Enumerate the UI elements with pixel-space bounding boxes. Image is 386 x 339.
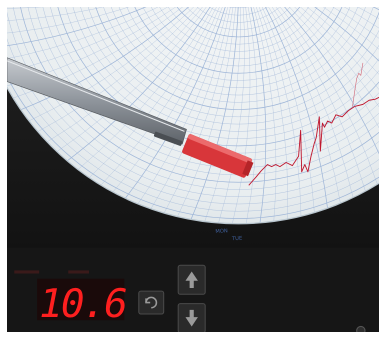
pen-tip [182,134,254,178]
grid-spoke [218,7,245,224]
grid-spoke [100,7,224,186]
grid-ring [14,7,379,183]
grid-ring [7,7,379,219]
grid-spoke [257,7,315,213]
grid-ring [131,7,346,67]
led-display [37,278,125,321]
grid-spoke [274,7,379,131]
grid-ring [58,7,379,139]
grid-spoke [267,7,379,177]
grid-spoke [77,7,220,170]
grid-ring [153,7,324,45]
grid-ring [7,7,379,190]
grid-spoke [204,7,241,222]
arrow-up-icon [185,271,198,289]
grid-ring [160,7,317,38]
grid-spoke [248,7,267,223]
grid-spoke [124,7,228,199]
grid-ring [174,7,302,23]
grid-ring [138,7,339,59]
grid-ring [44,7,379,154]
grid-spoke [28,7,211,122]
grid-spoke [7,7,203,49]
grid-spoke [112,7,226,193]
grid-ring [95,7,379,103]
grid-spoke [251,7,277,222]
grid-spoke [150,7,233,209]
up-button[interactable] [177,264,206,295]
grid-spoke [266,7,378,185]
grid-spoke [253,7,288,220]
grid-ring [145,7,331,52]
grid-spoke [260,7,341,204]
grid-ring [87,7,379,110]
grid-spoke [163,7,235,214]
rim-label-mon: MON [215,228,228,235]
control-panel: 10.6 [7,247,379,332]
chart-recorder-photo: MON TUE 10.6 [7,7,379,332]
grid-ring [51,7,379,147]
grid-ring [65,7,379,132]
grid-spoke [270,7,379,160]
refresh-icon [145,296,158,309]
pen-arm [7,57,187,146]
photo-frame: MON TUE 10.6 [7,7,379,332]
grid-ring [123,7,353,74]
grid-spoke [246,7,258,224]
rim-label-tue: TUE [231,236,243,243]
pen-trace [248,96,379,186]
grid-spoke [7,7,201,22]
down-button[interactable] [177,303,206,332]
grid-ring [102,7,375,96]
rim-scale: MON TUE [215,228,242,242]
grid-spoke [232,7,251,224]
pen-trace-faint [352,62,364,107]
grid-spoke [66,7,218,162]
grid-spoke [273,7,379,141]
grid-spoke [275,7,379,120]
grid-spoke [89,7,222,178]
grid-spoke [7,7,204,62]
mode-button[interactable] [138,290,165,315]
grid-spoke [258,7,328,209]
grid-spoke [137,7,230,204]
grid-spoke [262,7,354,198]
arrow-down-icon [185,309,198,327]
grid-spoke [177,7,237,217]
grid-spoke [264,7,366,192]
grid-spoke [37,7,213,132]
led-reading: 10.6 [39,281,126,327]
grid-ring [73,7,379,125]
grid-spoke [271,7,379,151]
grid-ring [7,7,379,205]
pen-arm-slot [153,131,183,146]
grid-spoke [277,7,379,97]
grid-spoke [269,7,379,169]
grid-ring [182,7,295,16]
panel-knob [356,325,366,332]
grid-spoke [276,7,379,109]
grid-spoke [56,7,216,152]
grid-ring [116,7,360,81]
grid-spoke [7,7,202,36]
grid-spoke [255,7,302,217]
grid-ring [7,7,379,212]
grid-ring [167,7,310,30]
grid-ring [80,7,379,118]
grid-spoke [20,7,210,111]
grid-ring [109,7,368,88]
grid-spoke [46,7,215,143]
grid-spoke [190,7,239,220]
